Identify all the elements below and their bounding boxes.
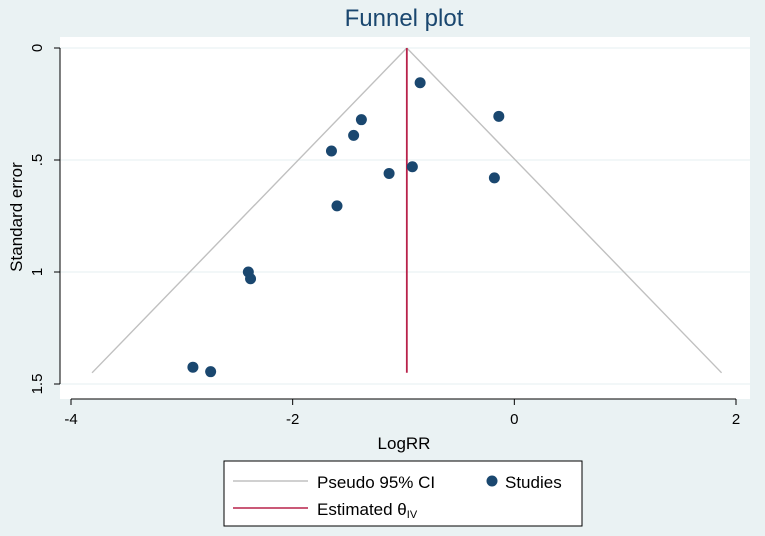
study-point [187, 361, 199, 373]
legend: Pseudo 95% CI Studies Estimated θIV [223, 460, 583, 527]
legend-ci-label: Pseudo 95% CI [317, 473, 435, 492]
y-tick-label: 0 [29, 44, 46, 52]
legend-estimate-label-main: Estimated θ [317, 500, 407, 519]
y-tick-label: .5 [29, 154, 46, 167]
legend-estimate-label: Estimated θIV [317, 500, 418, 521]
study-point [355, 114, 367, 126]
x-tick-label: 2 [732, 411, 740, 428]
pseudo-ci-lines [91, 47, 723, 374]
plot-area [60, 37, 750, 399]
study-point [205, 366, 217, 378]
y-tick-label: 1 [29, 268, 46, 276]
y-tick-label: 1.5 [29, 374, 46, 395]
study-point [414, 77, 426, 89]
y-axis-label: Standard error [7, 162, 26, 272]
legend-studies-label: Studies [505, 473, 562, 492]
study-point [348, 129, 360, 141]
chart-title: Funnel plot [345, 5, 464, 32]
gridlines [60, 47, 750, 385]
study-point [383, 167, 395, 179]
legend-studies-marker [486, 475, 498, 487]
x-axis-label: LogRR [378, 434, 431, 453]
legend-box [223, 460, 583, 527]
study-point [245, 273, 257, 285]
study-points [187, 77, 505, 378]
x-tick-label: 0 [510, 411, 518, 428]
study-point [325, 145, 337, 157]
study-point [406, 161, 418, 173]
legend-estimate-label-subscript: IV [407, 509, 418, 521]
ci-line-left [91, 47, 408, 374]
axes: -4 -2 0 2 0 .5 1 1.5 [29, 44, 740, 428]
study-point [488, 172, 500, 184]
study-point [331, 200, 343, 212]
ci-line-right [406, 47, 723, 374]
study-point [493, 110, 505, 122]
x-tick-label: -2 [286, 411, 299, 428]
x-tick-label: -4 [64, 411, 77, 428]
